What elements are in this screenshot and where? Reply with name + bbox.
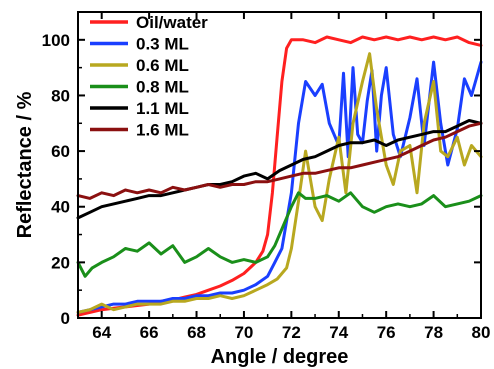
series-line-3 [76, 191, 483, 278]
y-tick-label: 100 [42, 31, 70, 50]
series-line-1 [76, 60, 483, 314]
x-tick-label: 68 [187, 323, 206, 342]
y-tick-label: 80 [51, 86, 70, 105]
x-tick-label: 74 [329, 323, 348, 342]
x-tick-label: 70 [234, 323, 253, 342]
axes-group: 64 66 68 70 72 74 76 78 80 0 20 40 60 80 100 [42, 11, 491, 342]
y-axis-title: Reflectance / % [14, 91, 36, 238]
plot-frame [77, 11, 482, 319]
series-line-4 [76, 119, 483, 220]
x-axis-title: Angle / degree [211, 346, 349, 368]
x-tick-label: 64 [92, 323, 111, 342]
legend-label-2: 0.6 ML [136, 56, 189, 75]
legend: Oil/water 0.3 ML 0.6 ML 0.8 ML 1.1 ML 1.6 ML [90, 13, 208, 140]
series-line-5 [76, 121, 483, 200]
x-tick-label: 72 [282, 323, 301, 342]
y-tick-label: 40 [51, 198, 70, 217]
legend-label-1: 0.3 ML [136, 35, 189, 54]
x-tick-label: 80 [472, 323, 491, 342]
y-tick-label: 60 [51, 142, 70, 161]
x-tick-label: 76 [377, 323, 396, 342]
y-tick-label: 0 [61, 309, 70, 328]
y-tick-label: 20 [51, 253, 70, 272]
legend-label-0: Oil/water [136, 13, 208, 32]
series-group [76, 35, 483, 317]
legend-label-3: 0.8 ML [136, 78, 189, 97]
x-tick-label: 78 [424, 323, 443, 342]
legend-label-4: 1.1 ML [136, 99, 189, 118]
x-tick-label: 66 [140, 323, 159, 342]
legend-label-5: 1.6 ML [136, 121, 189, 140]
